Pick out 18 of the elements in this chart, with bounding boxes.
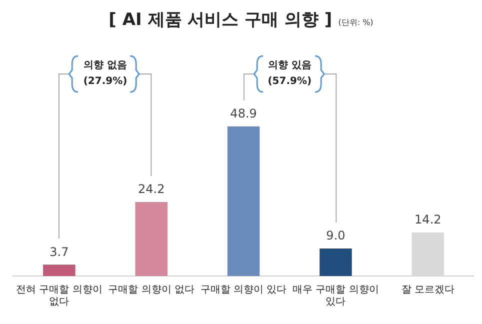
text: 의향 없음 (27.9%) [82,59,128,89]
data-label: 24.2 [138,182,165,196]
data-label: 3.7 [50,244,69,259]
x-tick-label: 매우 구매할 의향이 있다 [292,284,379,308]
x-tick-label: 구매할 의향이 있다 [200,284,287,296]
data-label: 9.0 [326,228,346,243]
bar [43,264,76,276]
x-tick-label: 잘 모르겠다 [401,284,455,296]
bar [320,248,352,276]
x-tick-label: 구매할 의향이 없다 [108,284,195,296]
x-tick-label: 전혀 구매할 의향이 없다 [16,284,102,308]
data-label: 14.2 [414,212,442,227]
chart-subtitle: (단위: %) [338,18,374,27]
data-label: 48.9 [230,106,257,120]
text: 의향 있음 (57.9%) [266,59,313,89]
bar [227,126,260,276]
bar [135,202,168,276]
chart-title: [ AI 제품 서비스 구매 의향 ] [108,10,332,30]
